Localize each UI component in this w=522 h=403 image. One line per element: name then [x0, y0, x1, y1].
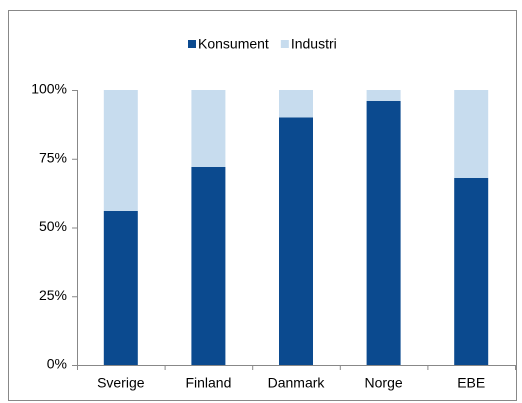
y-tick-label: 75%: [39, 149, 67, 165]
bar-segment: [191, 90, 226, 167]
legend-label: Konsument: [198, 36, 269, 52]
y-tick-label: 100%: [31, 81, 67, 97]
y-tick-label: 0%: [47, 356, 67, 372]
bar-segment: [279, 117, 313, 365]
x-tick-label: Sverige: [97, 375, 145, 391]
bar-segment: [366, 101, 401, 365]
y-tick-label: 25%: [39, 287, 67, 303]
x-tick-label: Finland: [185, 375, 231, 391]
bar-segment: [103, 211, 138, 365]
bar-segment: [366, 90, 401, 101]
legend-swatch: [280, 40, 289, 48]
bar-segment: [454, 90, 489, 178]
bar-segment: [454, 178, 489, 365]
x-tick-label: EBE: [457, 375, 485, 391]
x-tick-label: Danmark: [268, 375, 326, 391]
bar-segment: [191, 167, 226, 365]
bar-segment: [103, 90, 138, 211]
chart-frame: [8, 10, 517, 401]
legend-label: Industri: [291, 36, 337, 52]
y-tick-label: 50%: [39, 218, 67, 234]
bar-segment: [279, 90, 313, 118]
legend-swatch: [188, 40, 196, 48]
x-tick-label: Norge: [365, 375, 403, 391]
